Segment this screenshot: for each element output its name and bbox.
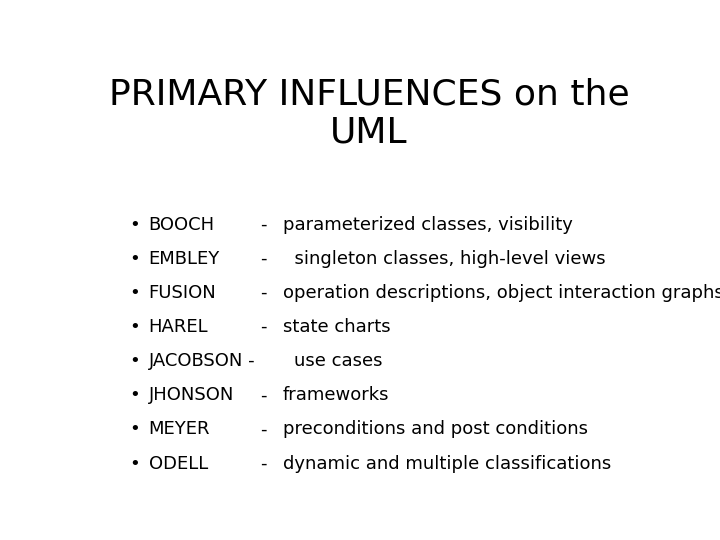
Text: -: - — [260, 216, 266, 234]
Text: dynamic and multiple classifications: dynamic and multiple classifications — [282, 455, 611, 472]
Text: BOOCH: BOOCH — [148, 216, 215, 234]
Text: •: • — [129, 386, 140, 404]
Text: FUSION: FUSION — [148, 284, 216, 302]
Text: singleton classes, high-level views: singleton classes, high-level views — [282, 250, 605, 268]
Text: MEYER: MEYER — [148, 421, 210, 438]
Text: -: - — [260, 421, 266, 438]
Text: -: - — [260, 386, 266, 404]
Text: JHONSON: JHONSON — [148, 386, 234, 404]
Text: •: • — [129, 318, 140, 336]
Text: ODELL: ODELL — [148, 455, 208, 472]
Text: •: • — [129, 250, 140, 268]
Text: •: • — [129, 284, 140, 302]
Text: use cases: use cases — [294, 352, 382, 370]
Text: state charts: state charts — [282, 318, 390, 336]
Text: -: - — [260, 455, 266, 472]
Text: EMBLEY: EMBLEY — [148, 250, 220, 268]
Text: •: • — [129, 352, 140, 370]
Text: •: • — [129, 216, 140, 234]
Text: preconditions and post conditions: preconditions and post conditions — [282, 421, 588, 438]
Text: •: • — [129, 421, 140, 438]
Text: operation descriptions, object interaction graphs: operation descriptions, object interacti… — [282, 284, 720, 302]
Text: -: - — [260, 284, 266, 302]
Text: •: • — [129, 455, 140, 472]
Text: HAREL: HAREL — [148, 318, 208, 336]
Text: parameterized classes, visibility: parameterized classes, visibility — [282, 216, 572, 234]
Text: frameworks: frameworks — [282, 386, 389, 404]
Text: JACOBSON -: JACOBSON - — [148, 352, 255, 370]
Text: -: - — [260, 318, 266, 336]
Text: PRIMARY INFLUENCES on the
UML: PRIMARY INFLUENCES on the UML — [109, 77, 629, 150]
Text: -: - — [260, 250, 266, 268]
